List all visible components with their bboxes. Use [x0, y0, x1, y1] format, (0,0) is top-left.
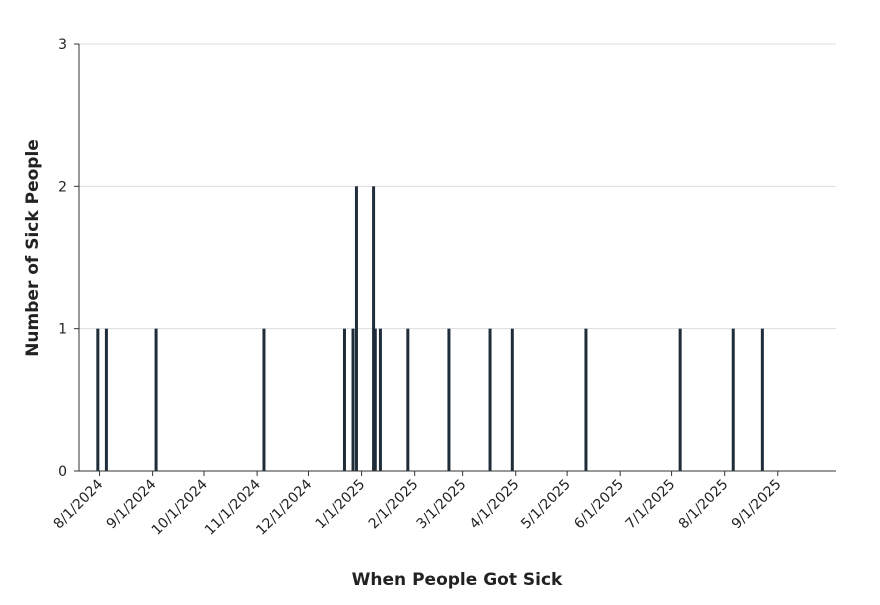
bar — [678, 328, 682, 471]
x-tick-label: 7/1/2025 — [623, 477, 679, 533]
x-tick-label: 8/1/2025 — [676, 477, 732, 533]
y-axis-title: Number of Sick People — [23, 139, 43, 357]
y-tick-label: 2 — [58, 179, 67, 195]
bar — [372, 186, 376, 472]
bar — [373, 328, 377, 471]
x-ticks: 8/1/20249/1/202410/1/202411/1/202412/1/2… — [51, 471, 785, 539]
bar — [96, 328, 100, 471]
x-tick-label: 8/1/2024 — [51, 476, 107, 532]
y-tick-label: 1 — [58, 322, 67, 338]
bar — [488, 328, 492, 471]
gridlines — [79, 43, 836, 330]
bar — [354, 186, 358, 472]
bar — [351, 328, 355, 471]
x-tick-label: 1/1/2025 — [313, 477, 369, 533]
x-tick-label: 10/1/2024 — [149, 476, 211, 538]
bar — [731, 328, 735, 471]
bar — [262, 328, 266, 471]
y-tick-label: 3 — [58, 37, 67, 53]
x-tick-label: 5/1/2025 — [518, 477, 574, 533]
x-axis-title: When People Got Sick — [352, 570, 563, 590]
bar — [378, 328, 382, 471]
bar — [447, 328, 451, 471]
x-tick-label: 2/1/2025 — [366, 477, 422, 533]
x-tick-label: 4/1/2025 — [467, 477, 523, 533]
x-tick-label: 9/1/2025 — [729, 477, 785, 533]
bar — [760, 328, 764, 471]
y-ticks: 0 1 2 3 — [58, 37, 79, 480]
bar — [510, 328, 514, 471]
bar — [342, 328, 346, 471]
x-tick-label: 12/1/2024 — [253, 476, 315, 538]
bars — [96, 186, 764, 472]
bar — [584, 328, 588, 471]
x-tick-label: 3/1/2025 — [414, 477, 470, 533]
y-tick-label: 0 — [58, 464, 67, 480]
bar — [104, 328, 108, 471]
bar — [406, 328, 410, 471]
bar — [154, 328, 158, 471]
x-tick-label: 6/1/2025 — [571, 477, 627, 533]
